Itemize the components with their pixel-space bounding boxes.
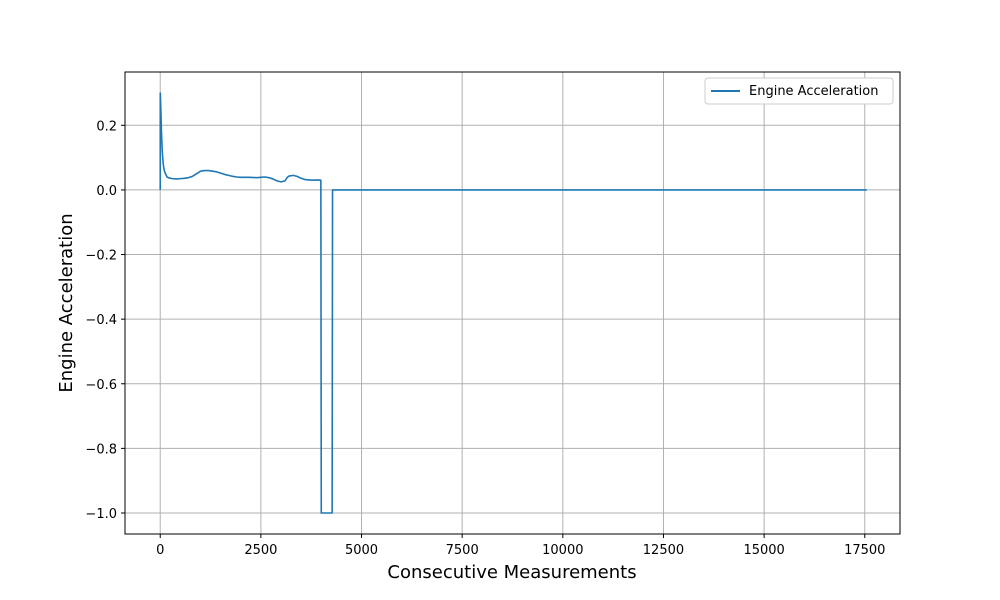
x-tick-label: 15000 (743, 543, 784, 558)
y-tick-label: 0.2 (96, 119, 117, 134)
y-tick-label: −0.4 (85, 313, 117, 328)
x-tick-label: 2500 (244, 543, 277, 558)
legend: Engine Acceleration (704, 77, 894, 105)
legend-box (704, 77, 894, 105)
x-axis-title: Consecutive Measurements (387, 562, 636, 583)
x-tick-label: 7500 (446, 543, 479, 558)
plot-area (125, 72, 900, 534)
axis-ticks: 0 2500 5000 7500 10000 12500 15000 17500 −1.0 −0.… (85, 119, 885, 558)
x-tick-label: 0 (156, 543, 164, 558)
x-tick-label: 17500 (844, 543, 885, 558)
x-tick-label: 12500 (643, 543, 684, 558)
series-line-engine-acceleration (159, 92, 867, 514)
y-tick-label: −1.0 (85, 507, 117, 522)
plot-frame (124, 71, 901, 535)
y-tick-label: −0.8 (85, 442, 117, 457)
y-tick-label: −0.2 (85, 249, 117, 264)
y-tick-label: 0.0 (96, 184, 117, 199)
y-axis-title: Engine Acceleration (56, 213, 77, 392)
x-tick-label: 10000 (542, 543, 583, 558)
x-tick-label: 5000 (345, 543, 378, 558)
y-tick-label: −0.6 (85, 378, 117, 393)
legend-label: Engine Acceleration (749, 84, 878, 99)
series-layer (159, 92, 867, 514)
